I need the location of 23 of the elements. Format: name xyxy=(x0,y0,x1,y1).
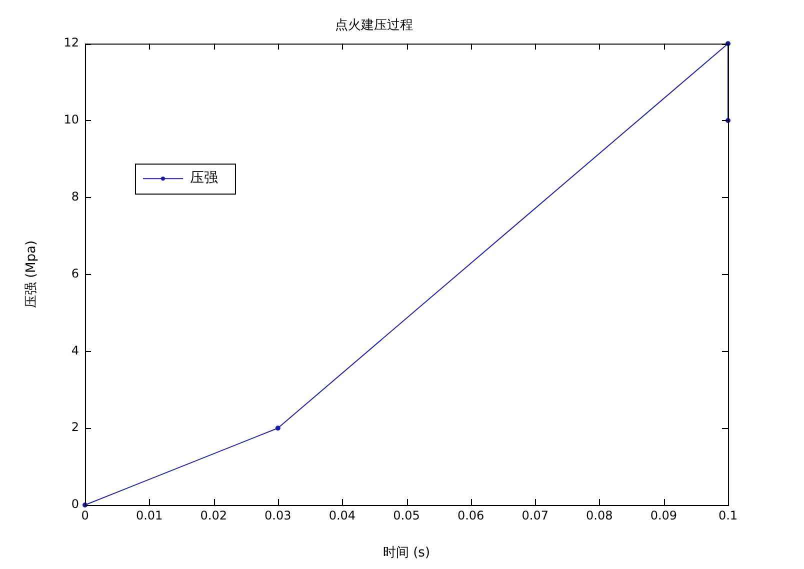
x-tick-label: 0.08 xyxy=(586,508,613,522)
x-tick-label: 0.05 xyxy=(393,508,420,522)
y-tick-label: 6 xyxy=(71,266,79,280)
x-tick-label: 0.04 xyxy=(328,508,356,522)
point xyxy=(275,426,280,431)
chart-title: 点火建压过程 xyxy=(335,18,413,34)
legend-label: 压强 xyxy=(190,170,218,186)
x-tick-label: 0.1 xyxy=(718,508,738,522)
y-tick-label: 0 xyxy=(71,497,79,512)
x-tick-label: 0.06 xyxy=(457,508,484,522)
x-tick-label: 0.02 xyxy=(200,508,227,522)
y-tick-label: 2 xyxy=(71,420,79,434)
x-tick-label: 0.07 xyxy=(522,508,548,522)
x-tick-label: 0.01 xyxy=(136,508,163,522)
x-tick-label: 0.09 xyxy=(650,508,678,522)
y-tick-label: 4 xyxy=(71,343,79,358)
y-tick-label: 12 xyxy=(64,36,79,50)
y-axis-title: 压强 (Mpa) xyxy=(24,240,40,308)
x-axis-title: 时间 (s) xyxy=(382,546,430,561)
y-tick-label: 8 xyxy=(71,190,79,204)
x-tick-label: 0 xyxy=(81,508,89,522)
x-tick-label: 0.03 xyxy=(264,508,292,522)
y-tick-label: 10 xyxy=(64,112,79,127)
